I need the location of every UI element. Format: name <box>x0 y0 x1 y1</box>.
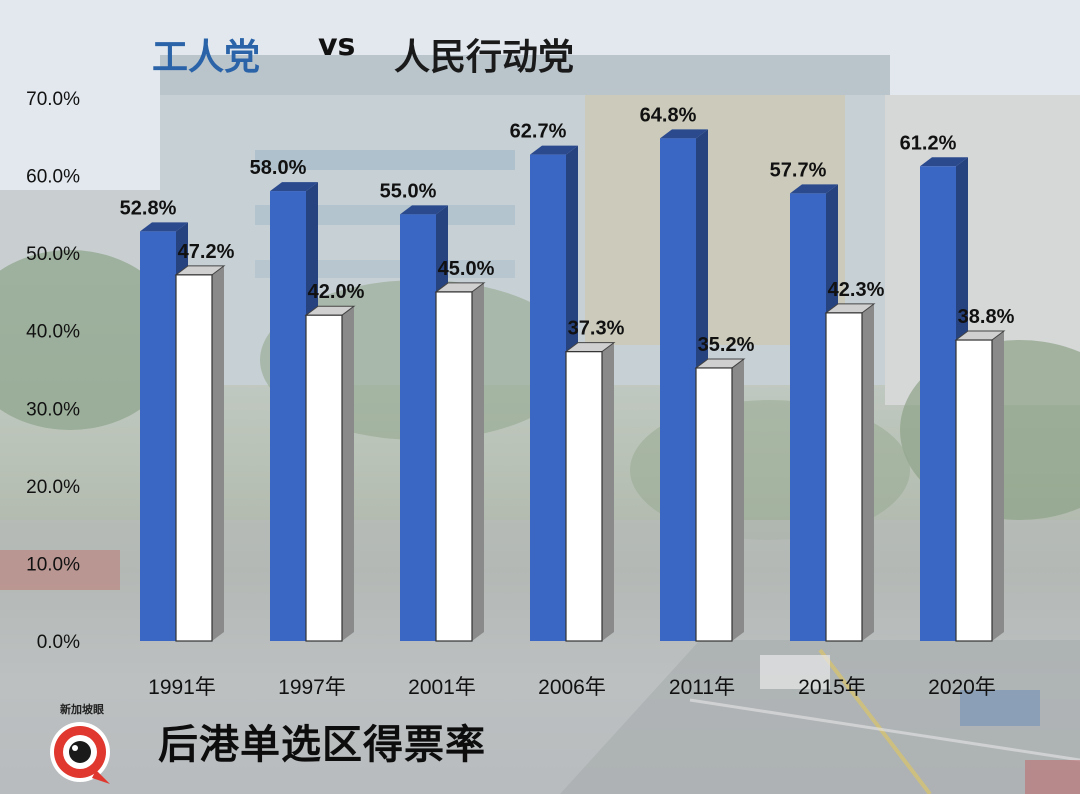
bar-pap-2 <box>434 282 486 642</box>
data-label: 47.2% <box>178 241 235 263</box>
x-tick-label: 1997年 <box>278 676 346 699</box>
bar-front <box>920 166 956 641</box>
bar-pap-5 <box>824 303 876 642</box>
data-label: 52.8% <box>120 197 177 219</box>
data-label: 42.0% <box>308 281 365 303</box>
x-tick-label: 2006年 <box>538 676 606 699</box>
bar-side <box>732 358 744 641</box>
bar-top <box>790 184 838 194</box>
x-tick-label: 2015年 <box>798 676 866 699</box>
bar-workers-party-5 <box>790 184 838 642</box>
bar-front <box>530 154 566 641</box>
data-label: 64.8% <box>640 104 697 126</box>
bar-pap-6 <box>954 330 1006 642</box>
x-tick-label: 2011年 <box>669 676 735 699</box>
bar-side <box>472 282 484 641</box>
data-label: 57.7% <box>770 159 827 181</box>
data-label: 38.8% <box>958 306 1015 328</box>
y-tick-label: 40.0% <box>26 322 80 343</box>
x-tick-label: 2001年 <box>408 676 476 699</box>
y-tick-label: 50.0% <box>26 244 80 265</box>
y-tick-label: 60.0% <box>26 167 80 188</box>
title-workers-party: 工人党 <box>152 37 261 78</box>
bar-pap-3 <box>564 342 616 642</box>
chart-title: 工人党 vs 人民行动党 <box>0 28 700 88</box>
bar-front <box>175 274 213 642</box>
bar-top <box>920 157 968 167</box>
data-label: 45.0% <box>438 258 495 280</box>
bar-top <box>140 222 188 232</box>
data-label: 42.3% <box>828 279 885 301</box>
data-label: 62.7% <box>510 121 567 143</box>
bar-front <box>305 314 343 642</box>
bar-top <box>530 145 578 155</box>
x-tick-label: 2020年 <box>928 676 996 699</box>
bar-side <box>342 306 354 641</box>
bar-top <box>270 182 318 192</box>
bar-top <box>660 129 708 139</box>
bar-front <box>660 138 696 641</box>
bar-front <box>270 191 306 642</box>
chart-subtitle: 后港单选区得票率 <box>158 722 486 768</box>
x-tick-label: 1991年 <box>148 676 216 699</box>
bar-side <box>992 331 1004 641</box>
logo-icon <box>50 722 110 784</box>
bar-front <box>955 339 993 642</box>
bar-top <box>400 205 448 215</box>
bar-front <box>790 193 826 642</box>
logo-text: 新加坡眼 <box>60 703 104 716</box>
data-label: 58.0% <box>250 157 307 179</box>
bar-front <box>435 291 473 642</box>
bar-side <box>862 303 874 641</box>
bar-side <box>212 265 224 641</box>
y-tick-label: 10.0% <box>26 554 80 575</box>
bar-pap-0 <box>174 265 226 642</box>
data-label: 37.3% <box>568 318 625 340</box>
bar-front <box>695 367 733 642</box>
bar-workers-party-1 <box>270 182 318 642</box>
data-label: 61.2% <box>900 132 957 154</box>
title-pap: 人民行动党 <box>394 37 575 78</box>
data-label: 35.2% <box>698 334 755 356</box>
data-label: 55.0% <box>380 180 437 202</box>
y-tick-label: 30.0% <box>26 399 80 420</box>
y-tick-label: 0.0% <box>37 632 80 653</box>
bar-front <box>825 312 863 642</box>
y-tick-label: 70.0% <box>26 89 80 110</box>
y-tick-label: 20.0% <box>26 477 80 498</box>
bar-pap-1 <box>304 305 356 642</box>
bar-side <box>602 342 614 641</box>
bar-front <box>140 231 176 641</box>
bar-front <box>565 351 603 642</box>
bar-front <box>400 214 436 641</box>
title-vs: vs <box>318 28 356 63</box>
bar-pap-4 <box>694 358 746 642</box>
